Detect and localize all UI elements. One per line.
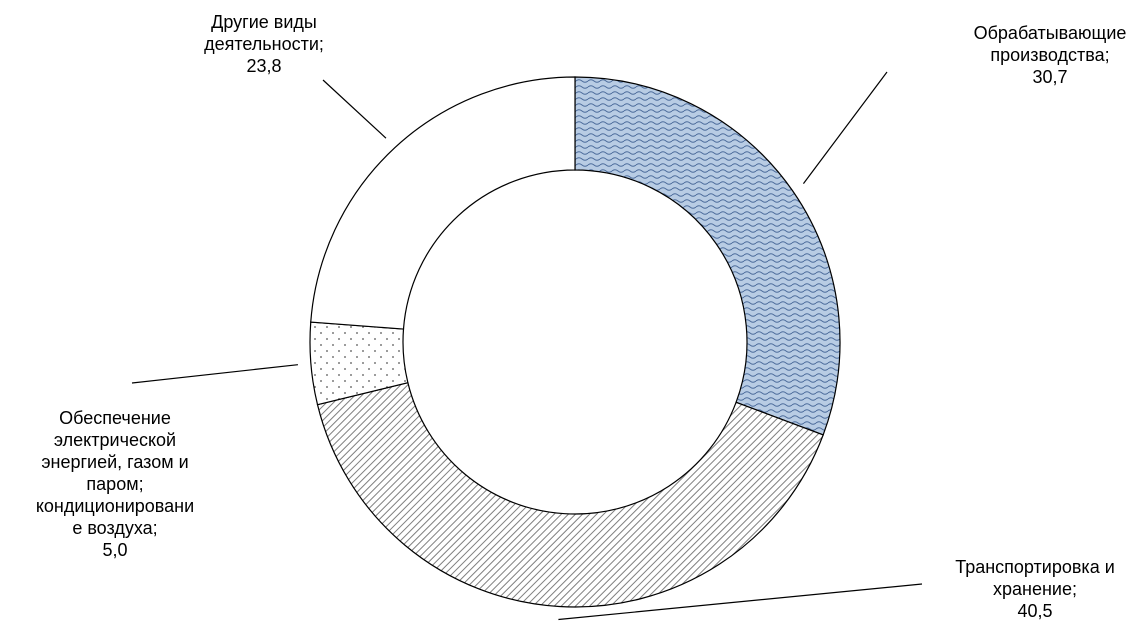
slice-other bbox=[310, 76, 576, 330]
slice-name-line: деятельности; bbox=[204, 34, 324, 54]
slice-value-label: 23,8 bbox=[246, 56, 282, 76]
slice-value-label: 30,7 bbox=[1032, 67, 1068, 87]
slice-name-line: Другие виды bbox=[211, 12, 317, 32]
leader-line-slice-energy bbox=[131, 364, 298, 384]
slice-name-line: производства; bbox=[990, 45, 1110, 65]
slice-name-line: хранение; bbox=[993, 579, 1077, 599]
slice-manufacturing bbox=[574, 76, 841, 436]
leader-lines bbox=[131, 71, 923, 621]
slice-label-energy: Обеспечение электрической энергией, газом … bbox=[36, 407, 194, 561]
slice-name-line: Транспортировка и bbox=[955, 557, 1115, 577]
slice-value-label: 40,5 bbox=[1017, 601, 1053, 621]
slice-label-transport: Транспортировка и хранение; 40,5 bbox=[955, 556, 1115, 622]
slice-transport bbox=[316, 381, 824, 608]
slice-name-line: энергией, газом и bbox=[41, 452, 189, 472]
leader-line-slice-manufacturing bbox=[802, 71, 888, 184]
leader-line-slice-other bbox=[322, 79, 387, 139]
slice-label-manufacturing: Обрабатывающие производства; 30,7 bbox=[974, 22, 1127, 88]
slice-name-line: Обрабатывающие bbox=[973, 23, 1127, 43]
donut-slices bbox=[309, 76, 841, 608]
leader-line-slice-transport bbox=[558, 583, 923, 621]
slice-name-line: кондиционировани bbox=[35, 496, 195, 516]
slice-value-label: 5,0 bbox=[102, 540, 128, 560]
slice-name-line: электрической bbox=[53, 430, 177, 450]
slice-name-line: паром; bbox=[86, 474, 144, 494]
slice-name-line: Обеспечение bbox=[59, 408, 171, 428]
slice-label-other: Другие виды деятельности; 23,8 bbox=[204, 11, 324, 77]
slice-name-line: е воздуха; bbox=[72, 518, 158, 538]
